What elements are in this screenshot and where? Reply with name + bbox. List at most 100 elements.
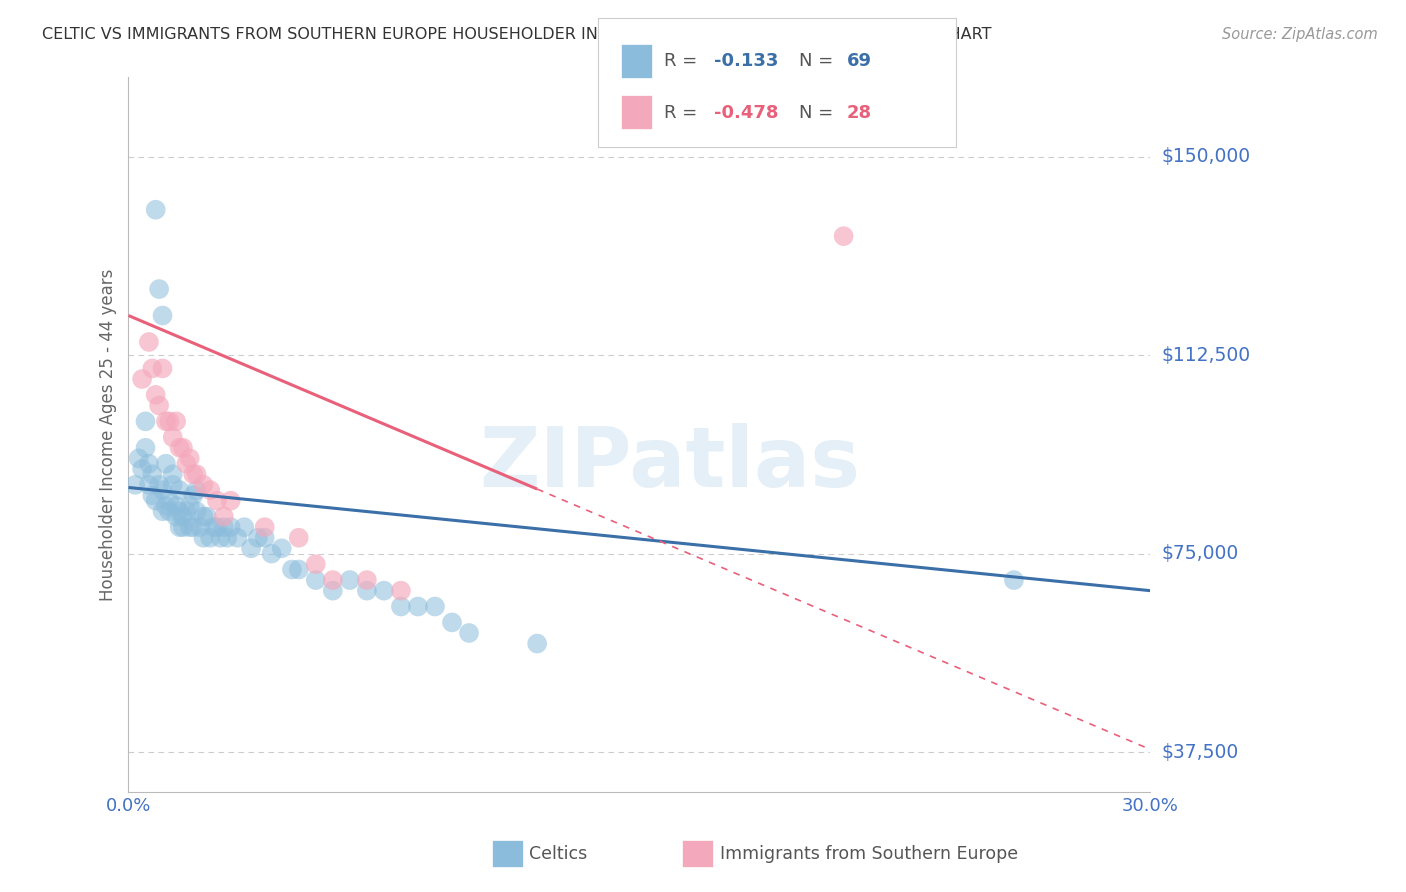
Point bbox=[287, 562, 309, 576]
Point bbox=[193, 531, 215, 545]
Point bbox=[169, 483, 191, 497]
Point bbox=[141, 488, 163, 502]
Point bbox=[389, 599, 412, 614]
Point bbox=[176, 457, 198, 471]
Point bbox=[188, 520, 211, 534]
Point bbox=[138, 457, 160, 471]
Point bbox=[832, 229, 855, 244]
Point bbox=[138, 334, 160, 349]
Point bbox=[169, 504, 191, 518]
Text: -0.133: -0.133 bbox=[714, 52, 779, 70]
Point bbox=[356, 573, 378, 587]
Point bbox=[217, 531, 239, 545]
Point bbox=[176, 504, 198, 518]
Text: Celtics: Celtics bbox=[529, 845, 586, 863]
Point bbox=[181, 520, 204, 534]
Point bbox=[186, 483, 208, 497]
Point bbox=[281, 562, 304, 576]
Point bbox=[179, 451, 201, 466]
Point bbox=[152, 309, 174, 323]
Point bbox=[179, 499, 201, 513]
Point bbox=[240, 541, 263, 556]
Point bbox=[169, 520, 191, 534]
Point bbox=[186, 467, 208, 482]
Point bbox=[162, 478, 184, 492]
Point bbox=[209, 531, 232, 545]
Text: R =: R = bbox=[664, 52, 703, 70]
Text: R =: R = bbox=[664, 104, 703, 122]
Point bbox=[172, 509, 194, 524]
Point bbox=[162, 430, 184, 444]
Point bbox=[1002, 573, 1025, 587]
Point bbox=[322, 583, 344, 598]
Point bbox=[172, 441, 194, 455]
Point bbox=[260, 547, 283, 561]
Text: $150,000: $150,000 bbox=[1161, 147, 1250, 166]
Point bbox=[305, 558, 328, 572]
Text: 69: 69 bbox=[846, 52, 872, 70]
Point bbox=[157, 493, 180, 508]
Point bbox=[246, 531, 269, 545]
Point bbox=[128, 451, 150, 466]
Text: N =: N = bbox=[799, 104, 838, 122]
Point bbox=[193, 509, 215, 524]
Point bbox=[157, 504, 180, 518]
Point bbox=[305, 573, 328, 587]
Point bbox=[169, 441, 191, 455]
Point bbox=[458, 626, 481, 640]
Point bbox=[200, 483, 222, 497]
Point bbox=[138, 478, 160, 492]
Text: CELTIC VS IMMIGRANTS FROM SOUTHERN EUROPE HOUSEHOLDER INCOME AGES 25 - 44 YEARS : CELTIC VS IMMIGRANTS FROM SOUTHERN EUROP… bbox=[42, 27, 991, 42]
Text: Source: ZipAtlas.com: Source: ZipAtlas.com bbox=[1222, 27, 1378, 42]
Point bbox=[165, 414, 187, 428]
Y-axis label: Householder Income Ages 25 - 44 years: Householder Income Ages 25 - 44 years bbox=[100, 268, 117, 600]
Point bbox=[339, 573, 361, 587]
Point bbox=[526, 636, 548, 650]
Point bbox=[373, 583, 395, 598]
Point bbox=[165, 499, 187, 513]
Point bbox=[134, 414, 156, 428]
Point bbox=[233, 520, 256, 534]
Point bbox=[124, 478, 146, 492]
Point bbox=[165, 509, 187, 524]
Point bbox=[219, 493, 242, 508]
Point bbox=[145, 202, 167, 217]
Point bbox=[406, 599, 429, 614]
Point bbox=[389, 583, 412, 598]
Point bbox=[141, 361, 163, 376]
Point bbox=[181, 467, 204, 482]
Text: $37,500: $37,500 bbox=[1161, 742, 1239, 762]
Point bbox=[134, 441, 156, 455]
Point bbox=[172, 520, 194, 534]
Point bbox=[145, 493, 167, 508]
Point bbox=[181, 488, 204, 502]
Point bbox=[193, 478, 215, 492]
Text: N =: N = bbox=[799, 52, 838, 70]
Point bbox=[131, 372, 153, 386]
Text: $75,000: $75,000 bbox=[1161, 544, 1239, 563]
Point bbox=[131, 462, 153, 476]
Point bbox=[145, 388, 167, 402]
Point bbox=[423, 599, 446, 614]
Point bbox=[157, 414, 180, 428]
Point bbox=[202, 520, 225, 534]
Point bbox=[179, 520, 201, 534]
Point bbox=[205, 520, 228, 534]
Point bbox=[186, 504, 208, 518]
Point bbox=[200, 531, 222, 545]
Point bbox=[148, 282, 170, 296]
Text: -0.478: -0.478 bbox=[714, 104, 779, 122]
Point bbox=[212, 520, 235, 534]
Point bbox=[287, 531, 309, 545]
Point bbox=[270, 541, 292, 556]
Text: 28: 28 bbox=[846, 104, 872, 122]
Point bbox=[195, 509, 218, 524]
Point bbox=[148, 399, 170, 413]
Point bbox=[212, 509, 235, 524]
Point bbox=[226, 531, 249, 545]
Point bbox=[155, 457, 177, 471]
Point bbox=[155, 414, 177, 428]
Point bbox=[440, 615, 463, 630]
Point bbox=[205, 493, 228, 508]
Point bbox=[219, 520, 242, 534]
